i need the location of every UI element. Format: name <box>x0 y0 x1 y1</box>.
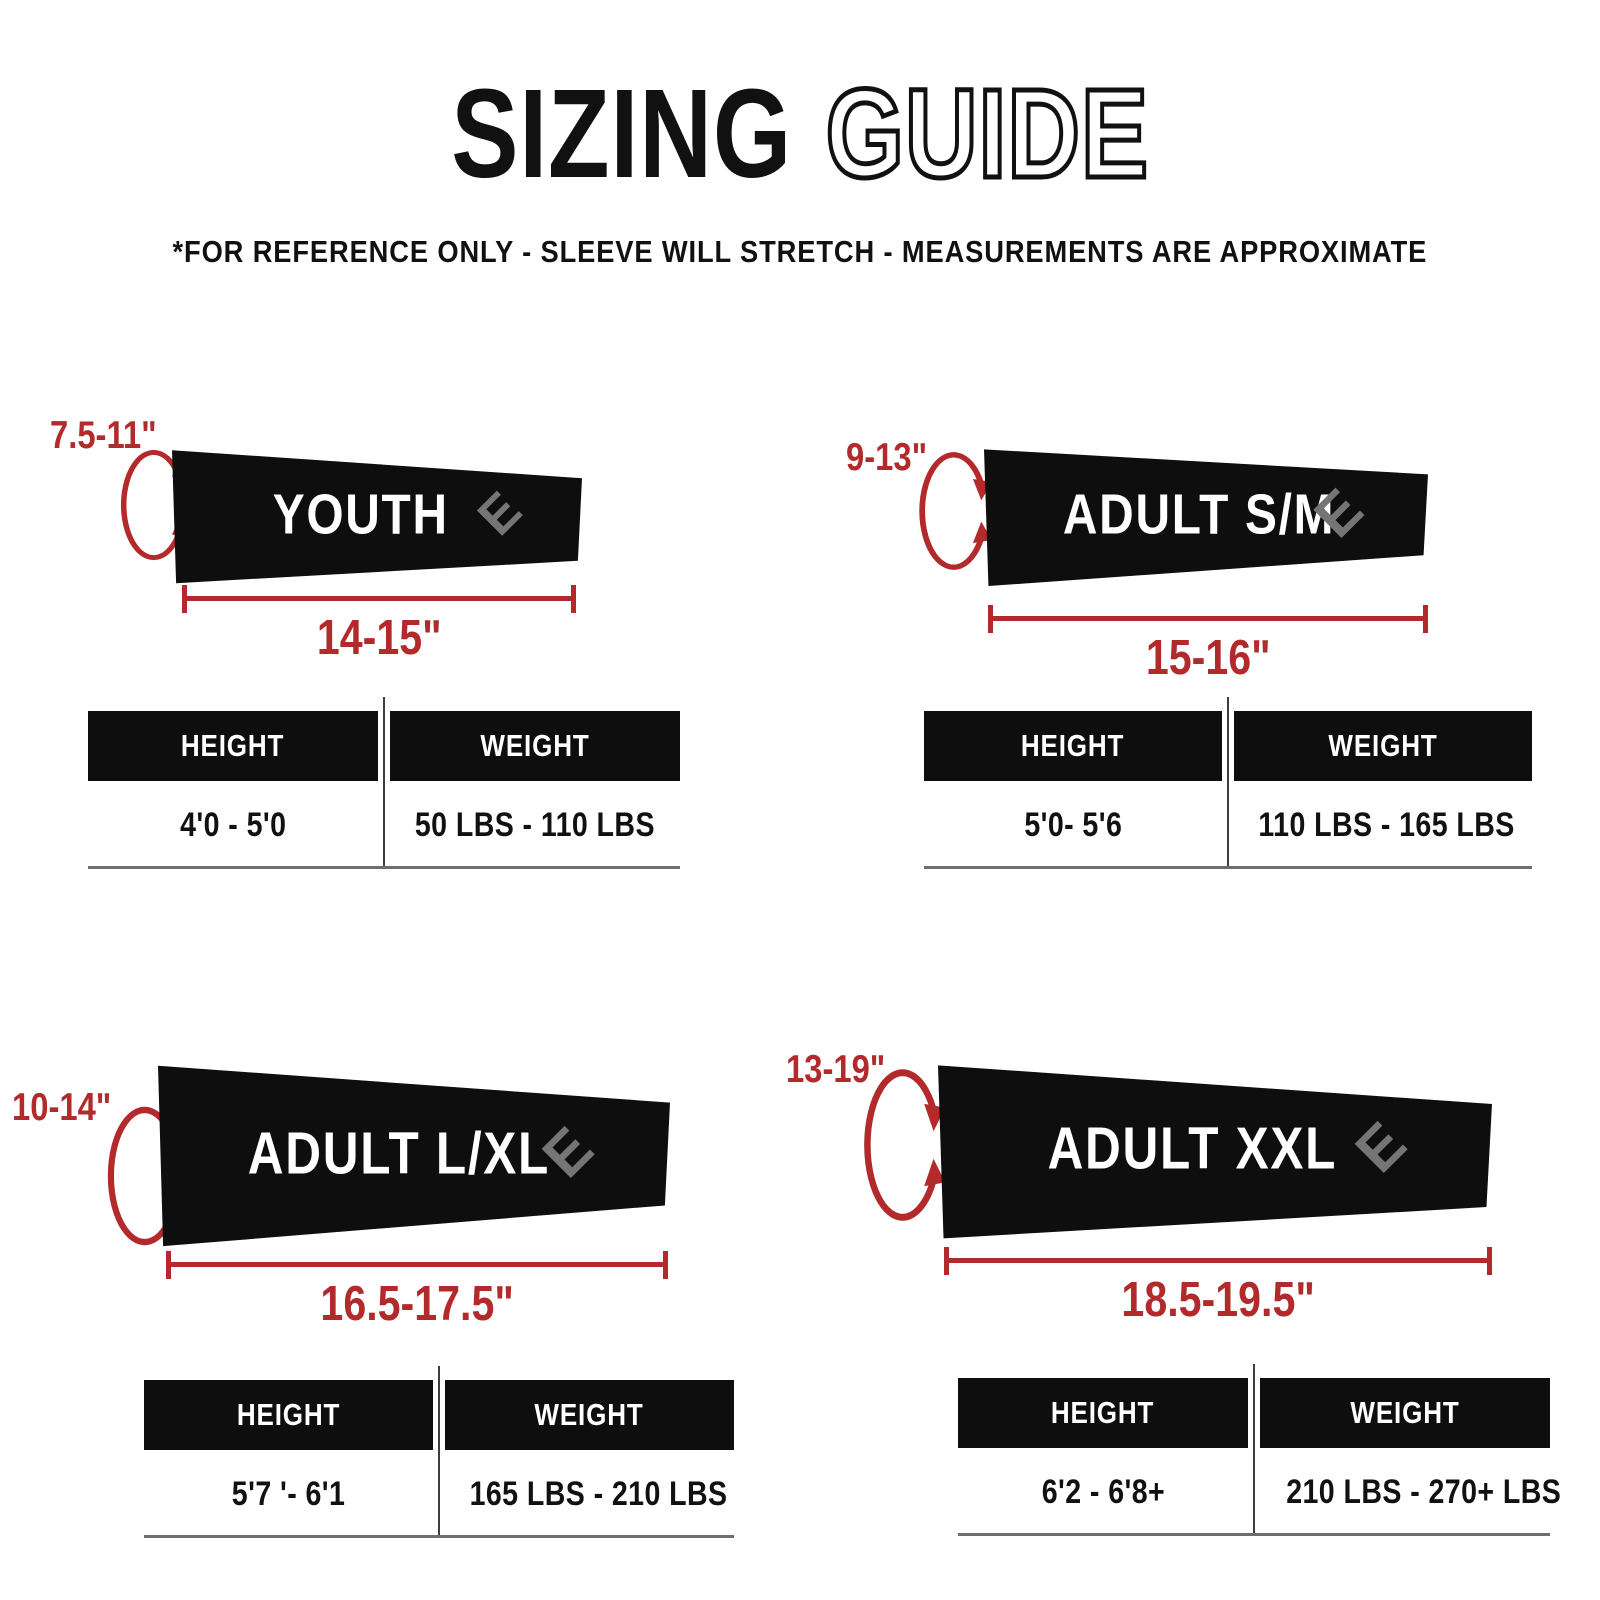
length-label: 14-15" <box>316 611 442 665</box>
table-divider <box>438 1366 440 1535</box>
sleeve-size-label: ADULT L/XL <box>248 1120 551 1187</box>
length-measure-line <box>166 1251 668 1279</box>
circumference-label: 7.5-11" <box>50 414 157 457</box>
height-header: HEIGHT <box>88 711 379 781</box>
circumference-label: 10-14" <box>12 1086 112 1129</box>
sleeve-graphic: ADULT L/XL E <box>158 1065 670 1247</box>
disclaimer-subtitle: *FOR REFERENCE ONLY - SLEEVE WILL STRETC… <box>172 234 1428 269</box>
brand-logo-icon: E <box>1342 1109 1419 1186</box>
weight-value: 50 LBS - 110 LBS <box>414 806 655 844</box>
size-table: HEIGHT WEIGHT 5'0- 5'6 110 LBS - 165 LBS <box>924 697 1532 869</box>
table-divider <box>1227 697 1229 866</box>
weight-value: 110 LBS - 165 LBS <box>1258 806 1515 844</box>
weight-header: WEIGHT <box>1259 1378 1550 1448</box>
table-divider <box>383 697 385 866</box>
sleeve-graphic: YOUTH E <box>172 450 582 584</box>
length-label: 15-16" <box>1145 631 1271 685</box>
title-word-outline: GUIDE <box>824 63 1150 204</box>
title-word-solid: SIZING <box>451 63 792 204</box>
circumference-label: 13-19" <box>786 1048 886 1091</box>
length-measure-line <box>944 1247 1492 1275</box>
table-divider <box>1253 1364 1255 1533</box>
length-label: 16.5-17.5" <box>320 1277 514 1331</box>
length-label: 18.5-19.5" <box>1121 1273 1315 1327</box>
brand-logo-icon: E <box>467 481 533 547</box>
size-table: HEIGHT WEIGHT 6'2 - 6'8+ 210 LBS - 270+ … <box>958 1364 1562 1536</box>
brand-logo-icon: E <box>529 1114 606 1191</box>
sleeve-graphic: ADULT S/M E <box>984 449 1428 587</box>
sleeve-size-label: ADULT XXL <box>1048 1115 1338 1182</box>
size-table: HEIGHT WEIGHT 4'0 - 5'0 50 LBS - 110 LBS <box>88 697 680 869</box>
weight-header: WEIGHT <box>1234 711 1532 781</box>
height-value: 6'2 - 6'8+ <box>1041 1473 1165 1511</box>
brand-logo-icon: E <box>1302 476 1376 550</box>
weight-header: WEIGHT <box>444 1380 734 1450</box>
circumference-ellipse-icon <box>919 452 992 570</box>
circumference-ellipse-icon <box>864 1069 946 1221</box>
height-value: 4'0 - 5'0 <box>179 806 287 844</box>
height-header: HEIGHT <box>958 1378 1249 1448</box>
sleeve-size-label: ADULT S/M <box>1063 482 1336 547</box>
height-value: 5'0- 5'6 <box>1023 806 1122 844</box>
length-measure-line <box>182 585 576 613</box>
page-title: SIZING GUIDE <box>0 65 1600 202</box>
height-header: HEIGHT <box>924 711 1222 781</box>
height-header: HEIGHT <box>144 1380 434 1450</box>
sleeve-graphic: ADULT XXL E <box>938 1065 1492 1239</box>
size-table: HEIGHT WEIGHT 5'7 '- 6'1 165 LBS - 210 L… <box>144 1366 734 1538</box>
circumference-label: 9-13" <box>846 436 928 479</box>
weight-header: WEIGHT <box>389 711 680 781</box>
weight-value: 165 LBS - 210 LBS <box>469 1475 728 1513</box>
weight-value: 210 LBS - 270+ LBS <box>1286 1473 1562 1511</box>
length-measure-line <box>988 605 1428 633</box>
height-value: 5'7 '- 6'1 <box>231 1475 346 1513</box>
sleeve-size-label: YOUTH <box>272 482 449 547</box>
